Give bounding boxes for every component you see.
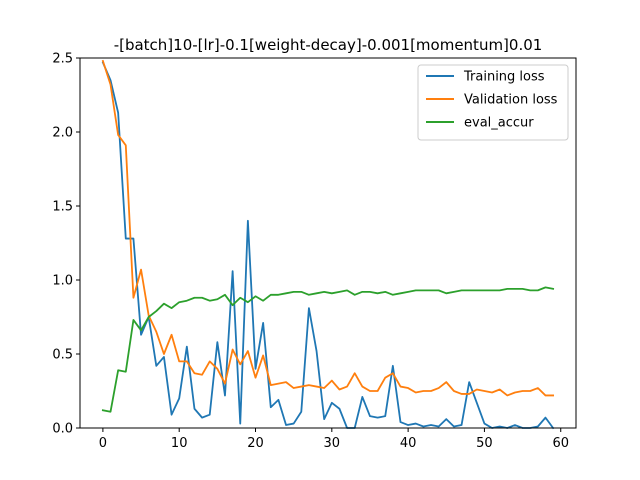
x-tick-label: 50 bbox=[476, 436, 493, 451]
y-tick-label: 0.0 bbox=[52, 422, 73, 437]
x-tick-label: 40 bbox=[400, 436, 417, 451]
x-tick-label: 60 bbox=[552, 436, 569, 451]
y-tick-label: 1.0 bbox=[52, 274, 73, 289]
legend-label-1: Validation loss bbox=[464, 93, 558, 108]
x-axis: 0 10 20 30 40 50 60 bbox=[99, 428, 569, 451]
legend-label-0: Training loss bbox=[463, 70, 545, 85]
legend: Training loss Validation loss eval_accur bbox=[417, 64, 569, 141]
x-tick-label: 10 bbox=[171, 436, 188, 451]
y-axis: 0.0 0.5 1.0 1.5 2.0 2.5 bbox=[52, 52, 80, 437]
y-tick-label: 2.0 bbox=[52, 126, 73, 141]
series-line-1 bbox=[101, 59, 555, 397]
plot-frame bbox=[79, 57, 577, 429]
series-layer bbox=[101, 59, 555, 430]
series-line-0 bbox=[101, 61, 555, 430]
legend-box bbox=[417, 64, 569, 141]
x-tick-label: 20 bbox=[247, 436, 264, 451]
legend-label-2: eval_accur bbox=[464, 116, 534, 131]
series-line-2 bbox=[101, 286, 555, 413]
y-tick-label: 1.5 bbox=[52, 200, 73, 215]
y-tick-label: 0.5 bbox=[52, 348, 73, 363]
x-tick-label: 0 bbox=[99, 436, 107, 451]
y-tick-label: 2.5 bbox=[52, 52, 73, 67]
chart-title: -[batch]10-[lr]-0.1[weight-decay]-0.001[… bbox=[114, 36, 543, 54]
x-tick-label: 30 bbox=[324, 436, 341, 451]
